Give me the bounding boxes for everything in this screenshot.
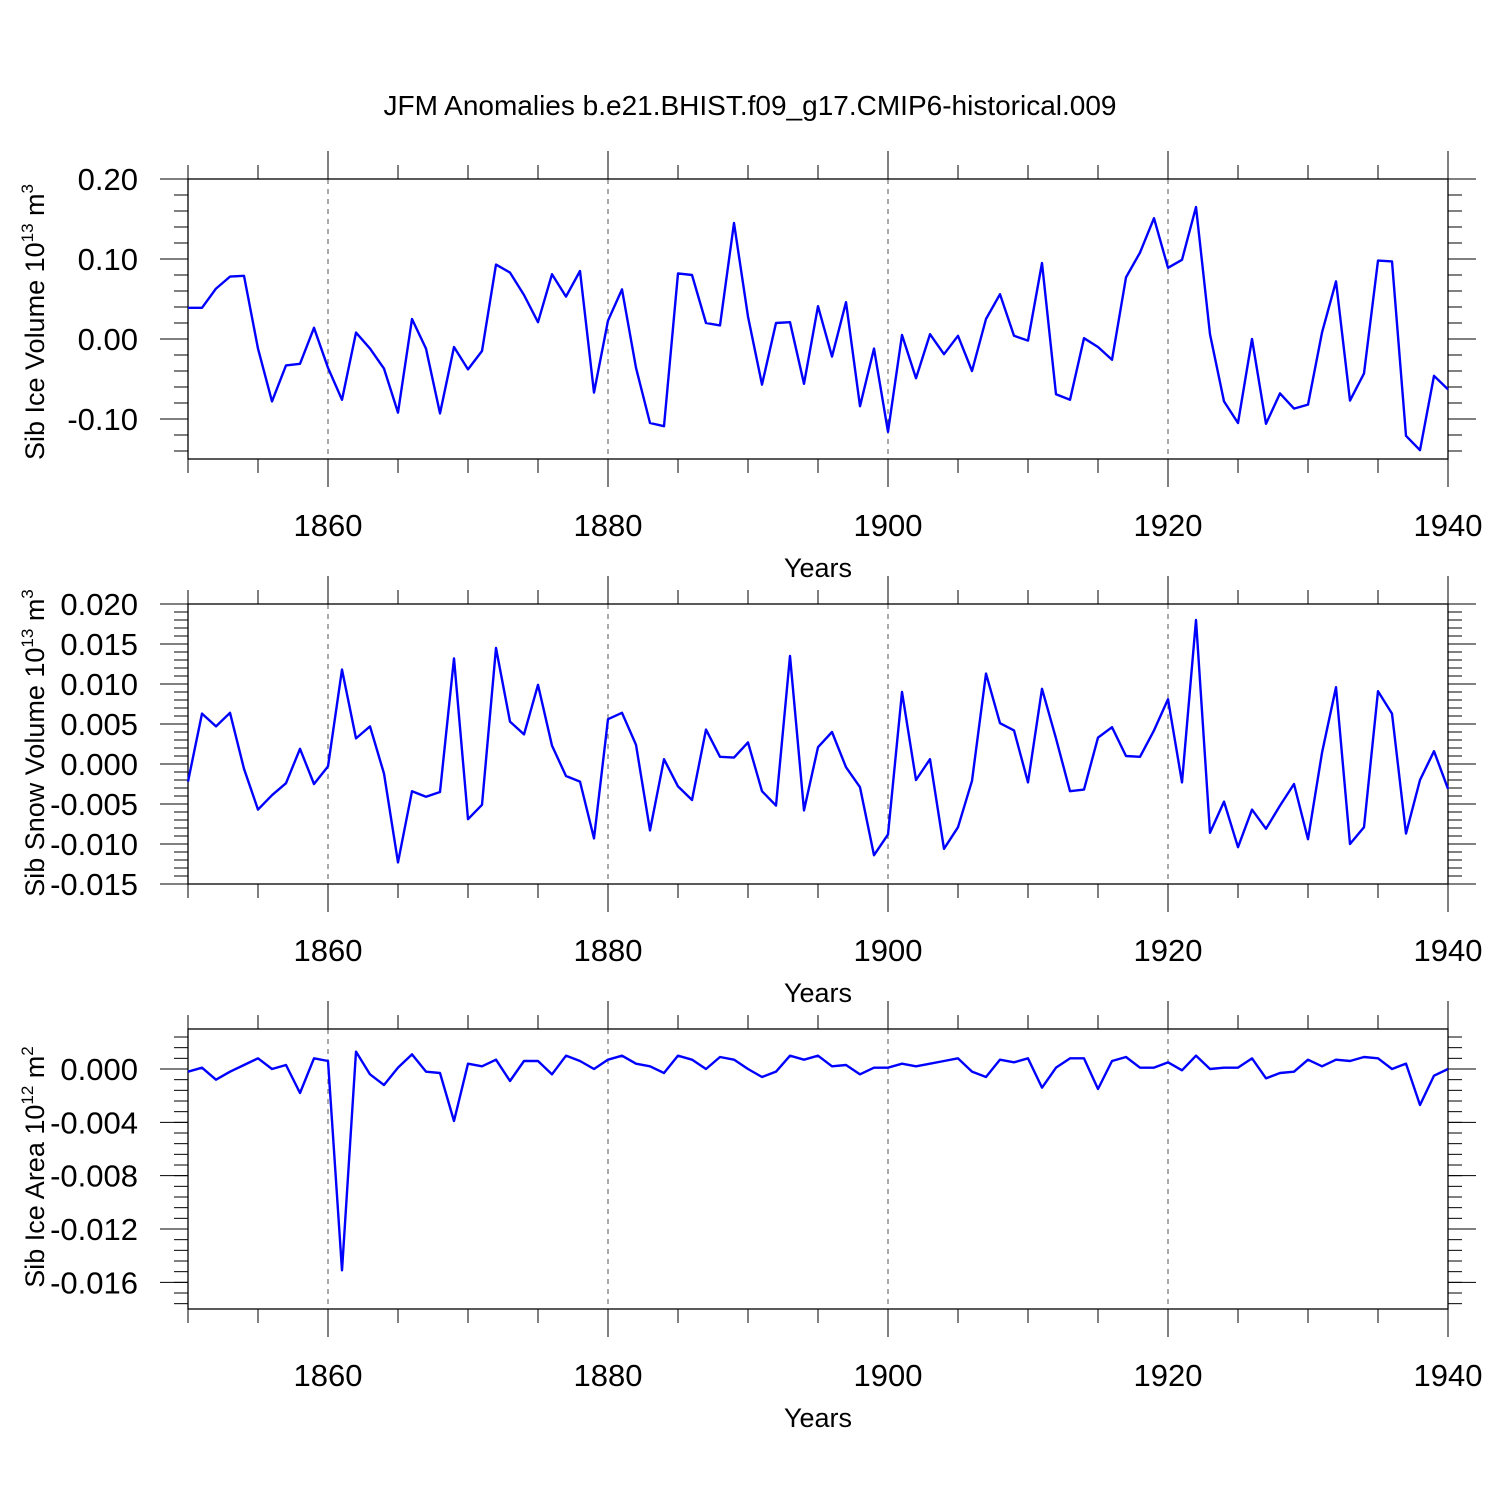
y-axis-label-main: Sib Ice Area 10 xyxy=(20,1105,50,1288)
plot-frame xyxy=(187,178,1449,460)
x-tick-label: 1900 xyxy=(854,508,923,543)
series-line xyxy=(187,1050,1449,1272)
x-tick-label: 1940 xyxy=(1414,1358,1483,1393)
y-axis-label: Sib Snow Volume 1013 m3 xyxy=(18,589,50,897)
x-tick-label: 1880 xyxy=(574,933,643,968)
x-axis-label: Years xyxy=(784,1403,852,1433)
x-tick-label: 1920 xyxy=(1134,508,1203,543)
y-axis-label-unit: m xyxy=(20,193,50,223)
x-tick-label: 1860 xyxy=(294,933,363,968)
y-axis-label-exp: 13 xyxy=(18,223,37,242)
y-axis-label-main: Sib Snow Volume 10 xyxy=(20,648,50,897)
x-tick-label: 1860 xyxy=(294,508,363,543)
y-tick-label: -0.012 xyxy=(50,1212,138,1247)
x-tick-label: 1940 xyxy=(1414,933,1483,968)
plot-frame xyxy=(187,1028,1449,1310)
x-tick-label: 1940 xyxy=(1414,508,1483,543)
x-tick-label: 1900 xyxy=(854,1358,923,1393)
y-axis-label-exp: 13 xyxy=(18,629,37,648)
y-tick-label: 0.015 xyxy=(60,627,138,662)
y-tick-label: 0.20 xyxy=(78,162,138,197)
y-tick-label: 0.000 xyxy=(60,747,138,782)
series-line xyxy=(188,205,1449,452)
x-axis-label: Years xyxy=(784,553,852,583)
x-axis-label: Years xyxy=(784,978,852,1008)
x-tick-label: 1920 xyxy=(1134,933,1203,968)
y-tick-label: -0.008 xyxy=(50,1159,138,1194)
y-tick-label: 0.020 xyxy=(60,587,138,622)
y-tick-label: 0.005 xyxy=(60,707,138,742)
y-tick-label: 0.10 xyxy=(78,242,138,277)
y-axis-label-main: Sib Ice Volume 10 xyxy=(20,242,50,460)
y-tick-label: 0.00 xyxy=(78,322,138,357)
x-tick-label: 1880 xyxy=(574,508,643,543)
panel-3: 0.000 -0.004 -0.008 -0.012 -0.016 1860 1880 190… xyxy=(18,1001,1482,1433)
y-axis-label-unit-exp: 3 xyxy=(18,184,37,193)
y-tick-label: -0.010 xyxy=(50,827,138,862)
y-tick-label: -0.10 xyxy=(67,402,138,437)
x-tick-label: 1880 xyxy=(574,1358,643,1393)
x-tick-label: 1860 xyxy=(294,1358,363,1393)
plot-frame xyxy=(187,603,1449,885)
panel-2: 0.020 0.015 0.010 0.005 0.000 -0.005 -0.010 -0.… xyxy=(18,576,1482,1008)
chart-title: JFM Anomalies b.e21.BHIST.f09_g17.CMIP6-… xyxy=(383,90,1116,121)
y-tick-label: 0.010 xyxy=(60,667,138,702)
x-tick-label: 1920 xyxy=(1134,1358,1203,1393)
y-axis-label-unit: m xyxy=(20,1056,50,1086)
y-tick-label: -0.005 xyxy=(50,787,138,822)
y-tick-label: -0.004 xyxy=(50,1105,138,1140)
series-line xyxy=(186,618,1450,864)
y-axis-label: Sib Ice Area 1012 m2 xyxy=(18,1046,50,1288)
y-axis-label-unit-exp: 2 xyxy=(18,1046,37,1055)
y-tick-label: 0.000 xyxy=(60,1052,138,1087)
y-axis-label-unit: m xyxy=(20,599,50,629)
panel-1: 0.20 0.10 0.00 -0.10 1860 1880 1900 1920 1940 Yea… xyxy=(18,151,1482,583)
y-axis-label: Sib Ice Volume 1013 m3 xyxy=(18,184,50,460)
y-tick-label: -0.015 xyxy=(50,867,138,902)
y-axis-label-exp: 12 xyxy=(18,1086,37,1105)
panels: 0.20 0.10 0.00 -0.10 1860 1880 1900 1920 1940 Yea… xyxy=(18,151,1482,1433)
y-tick-label: -0.016 xyxy=(50,1265,138,1300)
y-axis-label-unit-exp: 3 xyxy=(18,589,37,598)
x-tick-label: 1900 xyxy=(854,933,923,968)
